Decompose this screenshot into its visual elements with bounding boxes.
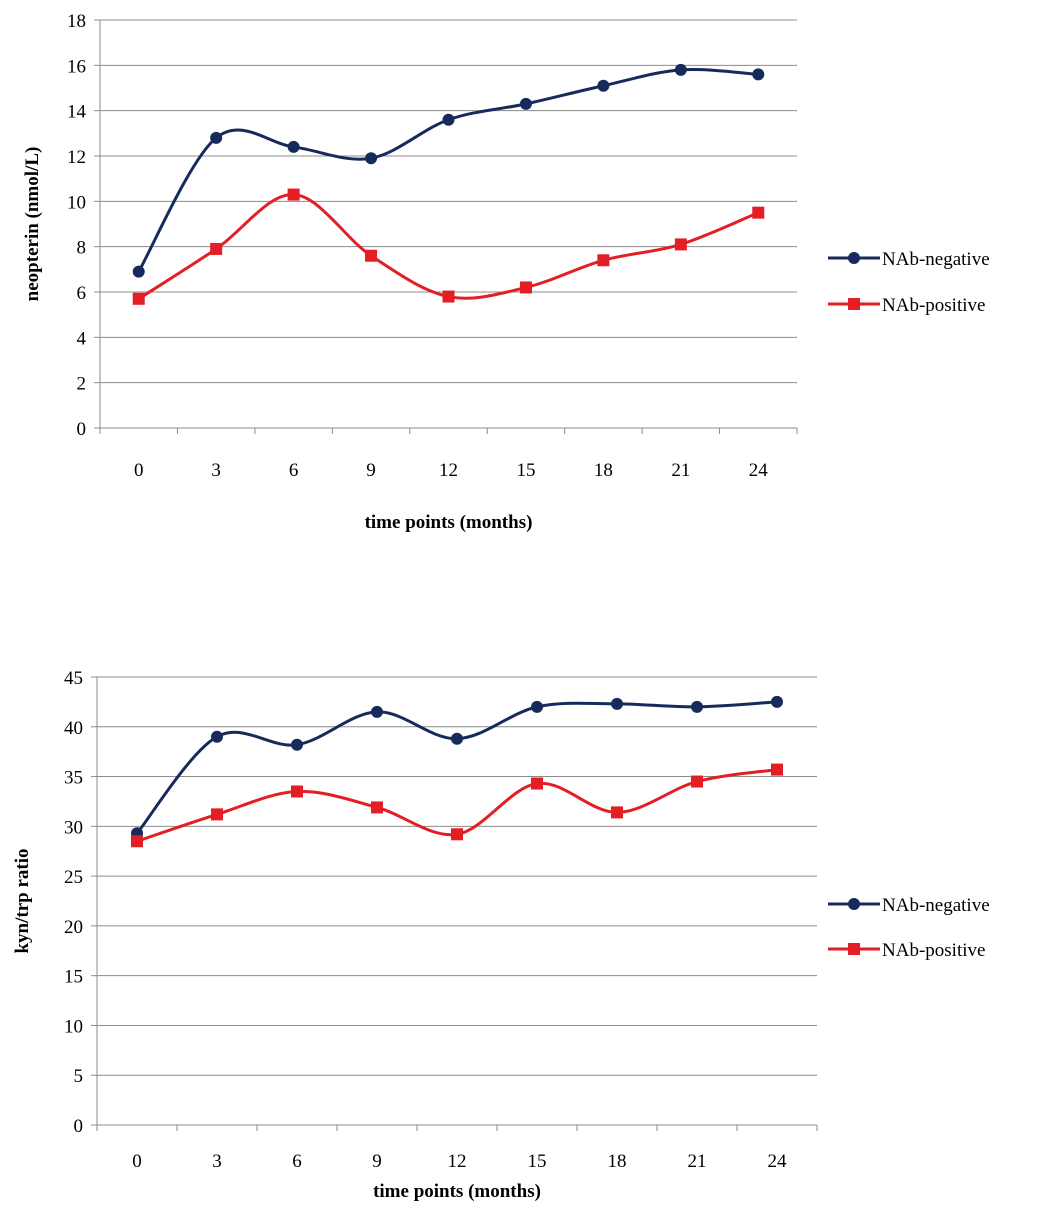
neopterin-nab-negative-line	[137, 67, 759, 273]
kyntrp-xtick-label: 18	[608, 1151, 627, 1172]
kyntrp-legend-nab-negative-label: NAb-negative	[882, 895, 990, 916]
kyntrp-ytick-label: 5	[74, 1066, 84, 1087]
neopterin-xtick-label: 9	[366, 460, 376, 481]
kyntrp-xtick-label: 6	[292, 1151, 302, 1172]
neopterin-legend-nab-negative: NAb-negative	[828, 249, 990, 270]
neopterin-nab-negative-point	[210, 131, 223, 144]
kyntrp-xtick-label: 0	[132, 1151, 142, 1172]
neopterin-xtick-label: 21	[671, 460, 690, 481]
neopterin-ytick-label: 14	[67, 102, 87, 123]
kyntrp-nab-positive-point	[211, 808, 223, 821]
neopterin-nab-positive-line	[137, 193, 759, 301]
neopterin-nab-positive-point	[365, 249, 378, 262]
neopterin-legend-nab-positive-marker	[848, 298, 860, 310]
neopterin-xtick-label: 12	[439, 460, 458, 481]
kyntrp-ytick-label: 35	[64, 768, 83, 789]
kyntrp-legend-nab-negative: NAb-negative	[828, 895, 990, 916]
kyntrp-xtick-label: 9	[372, 1151, 382, 1172]
kyntrp-legend-nab-positive-marker	[848, 943, 860, 955]
neopterin-ytick-label: 18	[67, 11, 86, 32]
kyntrp-nab-negative-point	[371, 705, 383, 718]
kyntrp-xtick-label: 3	[212, 1151, 222, 1172]
neopterin-nab-positive-point	[132, 292, 145, 305]
kyntrp-xtick-label: 12	[448, 1151, 467, 1172]
neopterin-ytick-label: 2	[77, 374, 87, 395]
neopterin-nab-positive-point	[519, 281, 532, 294]
neopterin-ytick-label: 8	[77, 238, 87, 259]
kyntrp-ytick-label: 30	[64, 817, 83, 838]
kyntrp-legend-nab-negative-marker	[848, 898, 860, 910]
neopterin-xtick-label: 3	[211, 460, 221, 481]
neopterin-xtick-label: 18	[594, 460, 613, 481]
kyntrp-nab-positive-point	[531, 777, 543, 790]
kyntrp-xtick-label: 21	[688, 1151, 707, 1172]
kyntrp-ytick-label: 15	[64, 967, 83, 988]
neopterin-nab-negative-point	[597, 79, 610, 92]
kyntrp-nab-negative-point	[211, 730, 223, 743]
neopterin-nab-positive-point	[287, 188, 300, 201]
kyntrp-nab-positive-point	[371, 801, 383, 814]
neopterin-nab-positive-point	[597, 254, 610, 267]
neopterin-nab-negative-point	[674, 63, 687, 76]
kyntrp-nab-negative-point	[771, 695, 783, 708]
kyntrp-y-axis-label: kyn/trp ratio	[12, 848, 33, 953]
neopterin-ytick-label: 0	[77, 419, 87, 440]
kyntrp-ytick-label: 40	[64, 718, 83, 739]
neopterin-ytick-label: 16	[67, 56, 86, 77]
kyntrp-nab-positive-point	[771, 763, 783, 776]
kyntrp-nab-positive-point	[131, 835, 143, 848]
neopterin-ytick-label: 4	[77, 328, 87, 349]
kyn-trp-chart: 0 5 10 15 20 25 30 35 40 45 0 3 6 9 12 15 18 21 24 time poi…	[12, 668, 990, 1202]
neopterin-ytick-label: 12	[67, 147, 86, 168]
kyntrp-ytick-label: 25	[64, 867, 83, 888]
neopterin-y-axis-label: neopterin (nmol/L)	[22, 147, 43, 302]
neopterin-xtick-label: 0	[134, 460, 144, 481]
neopterin-xtick-label: 24	[749, 460, 769, 481]
kyntrp-ytick-label: 20	[64, 917, 83, 938]
kyntrp-nab-negative-point	[291, 738, 303, 751]
neopterin-legend-nab-positive-label: NAb-positive	[882, 295, 985, 316]
neopterin-x-axis-label: time points (months)	[365, 512, 533, 533]
neopterin-ytick-label: 6	[77, 283, 87, 304]
kyntrp-nab-positive-point	[291, 785, 303, 798]
neopterin-nab-negative-point	[752, 68, 765, 81]
kyntrp-xtick-label: 24	[768, 1151, 788, 1172]
kyntrp-nab-negative-point	[611, 697, 623, 710]
neopterin-xtick-label: 15	[516, 460, 535, 481]
neopterin-nab-positive-point	[674, 238, 687, 251]
neopterin-nab-positive-point	[752, 206, 765, 219]
kyntrp-nab-negative-point	[691, 700, 703, 713]
neopterin-nab-negative-point	[365, 152, 378, 165]
kyntrp-nab-negative-line	[135, 700, 778, 835]
neopterin-ytick-label: 10	[67, 192, 86, 213]
kyntrp-ytick-label: 10	[64, 1016, 83, 1037]
kyntrp-nab-positive-point	[451, 828, 463, 841]
kyntrp-nab-negative-point	[531, 700, 543, 713]
neopterin-legend-nab-negative-label: NAb-negative	[882, 249, 990, 270]
kyntrp-nab-negative-point	[451, 732, 463, 745]
neopterin-nab-negative-point	[132, 265, 145, 278]
neopterin-nab-positive-point	[210, 242, 223, 255]
neopterin-xtick-label: 6	[289, 460, 299, 481]
kyntrp-nab-positive-point	[611, 806, 623, 819]
neopterin-nab-positive-point	[442, 290, 455, 303]
kyntrp-ytick-label: 0	[74, 1116, 84, 1137]
neopterin-legend-nab-positive: NAb-positive	[828, 295, 985, 316]
kyntrp-nab-positive-point	[691, 775, 703, 788]
kyntrp-ytick-label: 45	[64, 668, 83, 689]
kyntrp-xtick-label: 15	[528, 1151, 547, 1172]
neopterin-nab-negative-point	[519, 97, 532, 110]
neopterin-nab-negative-point	[442, 113, 455, 126]
kyntrp-legend-nab-positive: NAb-positive	[828, 940, 985, 961]
neopterin-legend-nab-negative-marker	[848, 252, 860, 264]
neopterin-nab-negative-point	[287, 140, 300, 153]
kyntrp-legend-nab-positive-label: NAb-positive	[882, 940, 985, 961]
kyntrp-x-axis-label: time points (months)	[373, 1181, 541, 1202]
